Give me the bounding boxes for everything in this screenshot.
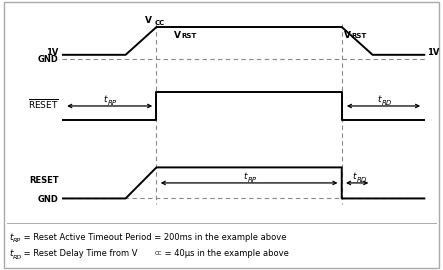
FancyBboxPatch shape <box>4 2 439 268</box>
Text: RST: RST <box>181 33 197 39</box>
Text: RP: RP <box>248 177 257 183</box>
Text: t: t <box>104 95 107 104</box>
Text: RST: RST <box>351 33 366 39</box>
Text: t: t <box>353 172 356 181</box>
Text: RP: RP <box>13 238 21 243</box>
Text: 1V: 1V <box>427 48 440 57</box>
Text: = 40μs in the example above: = 40μs in the example above <box>162 249 288 258</box>
Text: RD: RD <box>13 255 23 259</box>
Text: = Reset Delay Time from V: = Reset Delay Time from V <box>21 249 138 258</box>
Text: $\overline{\rm RESET}$: $\overline{\rm RESET}$ <box>27 97 58 111</box>
Text: CC: CC <box>154 21 164 26</box>
Text: RD: RD <box>382 100 392 106</box>
Text: RESET: RESET <box>29 176 58 185</box>
Text: CC: CC <box>155 251 163 256</box>
Text: = Reset Active Timeout Period = 200ms in the example above: = Reset Active Timeout Period = 200ms in… <box>21 233 287 242</box>
Text: V: V <box>145 16 152 25</box>
Text: V: V <box>344 31 351 40</box>
Text: RP: RP <box>108 100 117 106</box>
Text: RD: RD <box>357 177 367 183</box>
Text: t: t <box>10 233 13 242</box>
Text: t: t <box>10 249 13 258</box>
Text: 1V: 1V <box>46 48 58 57</box>
Text: V: V <box>174 31 181 40</box>
Text: t: t <box>243 172 247 181</box>
Text: GND: GND <box>38 195 58 204</box>
Text: GND: GND <box>38 55 58 64</box>
Text: t: t <box>378 95 381 104</box>
